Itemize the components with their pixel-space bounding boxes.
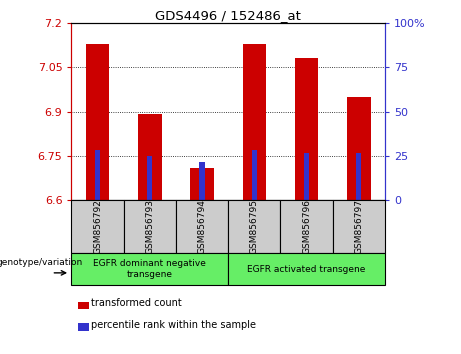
Text: GSM856795: GSM856795 [250,199,259,254]
Bar [138,114,161,200]
Bar [295,58,318,200]
Bar [124,200,176,253]
Bar [200,162,205,200]
Text: GSM856792: GSM856792 [93,199,102,254]
Text: percentile rank within the sample: percentile rank within the sample [91,320,256,330]
Bar [228,253,385,285]
Text: genotype/variation: genotype/variation [0,257,83,267]
Bar [356,153,361,200]
Bar [228,200,280,253]
Text: EGFR activated transgene: EGFR activated transgene [248,264,366,274]
Bar [304,153,309,200]
Text: GSM856793: GSM856793 [145,199,154,254]
Text: transformed count: transformed count [91,298,182,308]
Bar [71,200,124,253]
Bar [280,200,333,253]
Bar [190,167,214,200]
Text: EGFR dominant negative
transgene: EGFR dominant negative transgene [94,259,206,279]
Text: GSM856797: GSM856797 [355,199,363,254]
Bar [86,44,109,200]
Title: GDS4496 / 152486_at: GDS4496 / 152486_at [155,9,301,22]
Bar [147,156,153,200]
Text: GSM856796: GSM856796 [302,199,311,254]
Bar [176,200,228,253]
Bar [252,150,257,200]
Bar [333,200,385,253]
Bar [347,97,371,200]
Bar [71,253,228,285]
Bar [242,44,266,200]
Text: GSM856794: GSM856794 [198,199,207,254]
Bar [78,324,89,331]
Bar [95,150,100,200]
Bar [78,302,89,309]
